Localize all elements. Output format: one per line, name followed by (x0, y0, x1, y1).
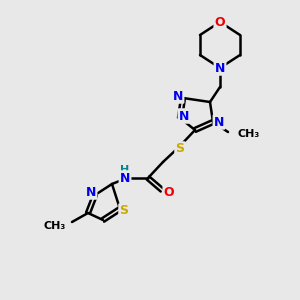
Text: O: O (215, 16, 225, 28)
Text: N: N (86, 185, 96, 199)
Text: N: N (173, 89, 183, 103)
Text: N: N (120, 172, 130, 184)
Text: S: S (176, 142, 184, 155)
Text: CH₃: CH₃ (44, 221, 66, 231)
Text: N: N (215, 61, 225, 74)
Text: S: S (119, 205, 128, 218)
Text: H: H (120, 165, 130, 175)
Text: N: N (179, 110, 189, 122)
Text: O: O (164, 185, 174, 199)
Text: CH₃: CH₃ (238, 129, 260, 139)
Text: N: N (214, 116, 224, 128)
